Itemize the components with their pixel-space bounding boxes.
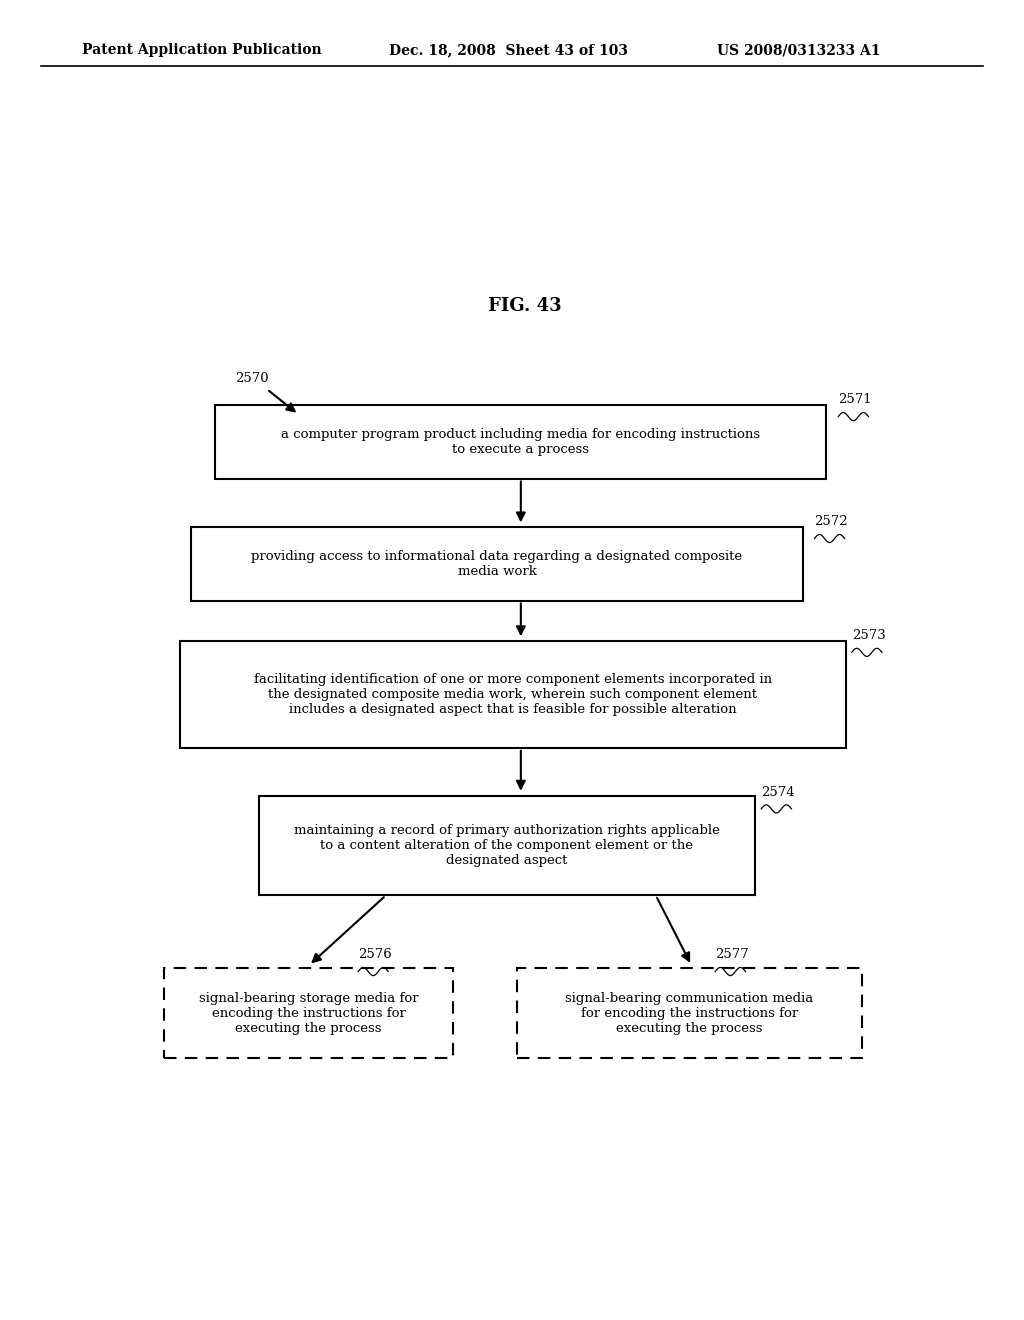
Text: 2577: 2577	[715, 948, 749, 961]
FancyBboxPatch shape	[259, 796, 755, 895]
Text: providing access to informational data regarding a designated composite
media wo: providing access to informational data r…	[252, 550, 742, 578]
Text: FIG. 43: FIG. 43	[488, 297, 561, 314]
Text: a computer program product including media for encoding instructions
to execute : a computer program product including med…	[282, 428, 761, 455]
FancyBboxPatch shape	[179, 642, 846, 748]
Text: facilitating identification of one or more component elements incorporated in
th: facilitating identification of one or mo…	[254, 673, 772, 715]
Text: 2572: 2572	[814, 515, 848, 528]
Text: Dec. 18, 2008  Sheet 43 of 103: Dec. 18, 2008 Sheet 43 of 103	[389, 44, 628, 57]
Text: maintaining a record of primary authorization rights applicable
to a content alt: maintaining a record of primary authoriz…	[294, 824, 720, 867]
FancyBboxPatch shape	[164, 969, 454, 1057]
Text: 2571: 2571	[839, 393, 871, 407]
Text: signal-bearing communication media
for encoding the instructions for
executing t: signal-bearing communication media for e…	[565, 991, 814, 1035]
Text: 2574: 2574	[761, 785, 795, 799]
FancyBboxPatch shape	[191, 528, 803, 601]
FancyBboxPatch shape	[215, 405, 826, 479]
Text: 2573: 2573	[852, 630, 886, 643]
Text: signal-bearing storage media for
encoding the instructions for
executing the pro: signal-bearing storage media for encodin…	[199, 991, 419, 1035]
Text: 2576: 2576	[358, 948, 392, 961]
FancyBboxPatch shape	[517, 969, 862, 1057]
Text: US 2008/0313233 A1: US 2008/0313233 A1	[717, 44, 881, 57]
Text: 2570: 2570	[236, 372, 268, 385]
Text: Patent Application Publication: Patent Application Publication	[82, 44, 322, 57]
